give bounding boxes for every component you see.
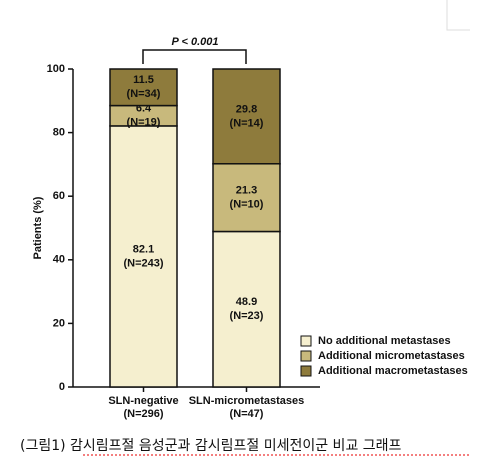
bar-segment — [212, 68, 281, 165]
bar-segment — [212, 230, 281, 388]
p-value: P < 0.001 — [172, 36, 219, 48]
y-tick-label: 40 — [53, 254, 65, 266]
value-label: 21.3 — [236, 185, 257, 197]
y-tick-label: 80 — [53, 127, 65, 139]
count-label: (N=23) — [230, 310, 264, 322]
value-label: 82.1 — [133, 243, 154, 255]
legend-swatch — [300, 350, 312, 362]
y-tick-label: 60 — [53, 190, 65, 202]
legend-label: Additional macrometastases — [318, 365, 468, 377]
caption: (그림1) 감시림프절 음성군과 감시림프절 미세전이군 비교 그래프 — [20, 438, 402, 454]
x-tick-count: (N=296) — [123, 408, 163, 420]
bar-segment — [212, 163, 281, 233]
x-tick-count: (N=47) — [230, 408, 264, 420]
value-label: 48.9 — [236, 296, 257, 308]
corner-mark — [446, 0, 470, 31]
legend-label: No additional metastases — [318, 335, 451, 347]
y-axis-label: Patients (%) — [32, 196, 44, 259]
count-label: (N=14) — [230, 117, 264, 129]
x-tick-label: SLN-micrometastases — [189, 395, 305, 407]
legend-label: Additional micrometastases — [318, 350, 465, 362]
y-tick-label: 0 — [59, 381, 65, 393]
y-tick-label: 20 — [53, 317, 65, 329]
count-label: (N=10) — [230, 199, 264, 211]
bracket — [142, 49, 247, 64]
bar-segment — [109, 68, 178, 107]
value-label: 11.5 — [133, 74, 154, 86]
x-tick-label: SLN-negative — [108, 395, 178, 407]
legend-swatch — [300, 365, 312, 377]
y-tick-label: 100 — [47, 63, 65, 75]
legend-swatch — [300, 335, 312, 347]
count-label: (N=243) — [123, 257, 163, 269]
count-label: (N=19) — [127, 117, 161, 129]
value-label: 29.8 — [236, 103, 257, 115]
count-label: (N=34) — [127, 88, 161, 100]
